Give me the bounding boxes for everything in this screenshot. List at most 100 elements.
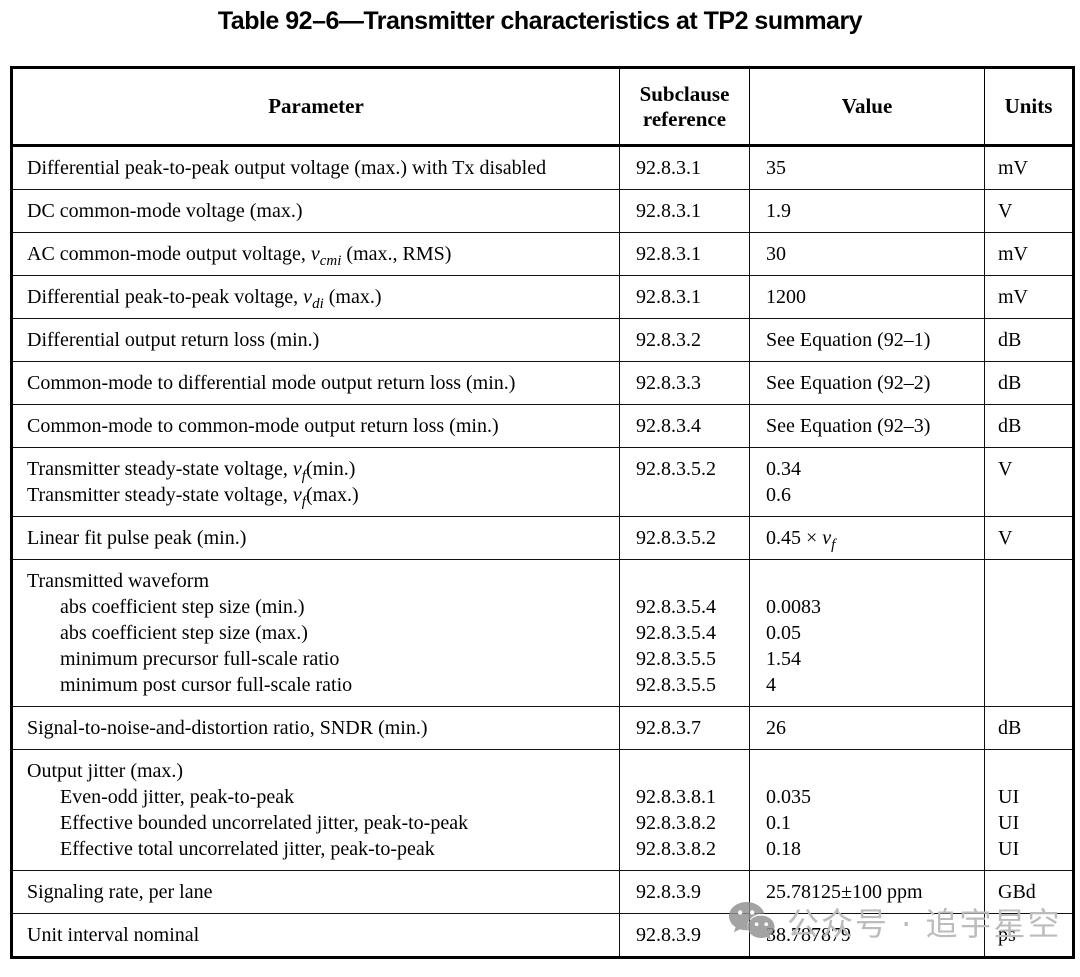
param-line: Common-mode to differential mode output …	[27, 372, 516, 394]
column-header-units: Units	[984, 67, 1074, 147]
table-row: AC common-mode output voltage, vcmi (max…	[11, 232, 1074, 276]
ref-cell: 92.8.3.1	[619, 145, 750, 190]
ref-line: 92.8.3.3	[636, 372, 701, 394]
param-line: Transmitter steady-state voltage, vf(max…	[27, 484, 359, 510]
value-line	[766, 758, 970, 784]
value-cell: 1200	[749, 275, 985, 319]
value-line: 25.78125±100 ppm	[766, 881, 923, 903]
units-cell: V	[984, 447, 1074, 517]
column-header-subclause-reference: Subclause reference	[619, 67, 750, 147]
ref-line: 92.8.3.8.1	[636, 786, 716, 808]
ref-cell: 92.8.3.5.2	[619, 516, 750, 560]
param-line: Effective total uncorrelated jitter, pea…	[60, 838, 435, 860]
param-line: Unit interval nominal	[27, 924, 200, 946]
param-line: Signaling rate, per lane	[27, 881, 213, 903]
value-cell: 1.9	[749, 189, 985, 233]
param-cell: Transmitter steady-state voltage, vf(min…	[11, 447, 620, 517]
table-row: Differential output return loss (min.) 92…	[11, 318, 1074, 362]
table-row: Linear fit pulse peak (min.) 92.8.3.5.2 0.…	[11, 516, 1074, 560]
transmitter-characteristics-table: Parameter Subclause reference Value Unit…	[10, 66, 1075, 959]
value-line: See Equation (92–1)	[766, 329, 931, 351]
units-line: ps	[998, 924, 1016, 946]
value-cell: 30	[749, 232, 985, 276]
units-cell: dB	[984, 318, 1074, 362]
ref-line: 92.8.3.5.2	[636, 458, 716, 480]
table-row: Common-mode to differential mode output …	[11, 361, 1074, 405]
param-line: Transmitter steady-state voltage, vf(min…	[27, 458, 356, 484]
ref-cell: 92.8.3.4	[619, 404, 750, 448]
units-cell: UI UI UI	[984, 749, 1074, 871]
value-line: See Equation (92–3)	[766, 415, 931, 437]
ref-cell: 92.8.3.5.4 92.8.3.5.4 92.8.3.5.5 92.8.3.5.5	[619, 559, 750, 707]
param-cell: DC common-mode voltage (max.)	[11, 189, 620, 233]
value-line: 0.1	[766, 812, 791, 834]
value-line: 1200	[766, 286, 806, 308]
value-line: 0.45 × vf	[766, 527, 836, 553]
value-line: 26	[766, 717, 786, 739]
value-line: 4	[766, 674, 776, 696]
units-line	[998, 758, 1058, 784]
param-line: Linear fit pulse peak (min.)	[27, 527, 247, 549]
units-cell: dB	[984, 361, 1074, 405]
table-body: Differential peak-to-peak output voltage…	[11, 145, 1074, 958]
param-cell: Signal-to-noise-and-distortion ratio, SN…	[11, 706, 620, 750]
table-row: Signal-to-noise-and-distortion ratio, SN…	[11, 706, 1074, 750]
units-line: UI	[998, 812, 1020, 834]
param-cell: Common-mode to differential mode output …	[11, 361, 620, 405]
units-line: mV	[998, 243, 1028, 265]
ref-line	[636, 482, 735, 508]
value-cell: 0.035 0.1 0.18	[749, 749, 985, 871]
units-line	[998, 646, 1058, 672]
page-title: Table 92–6—Transmitter characteristics a…	[217, 7, 863, 35]
param-line: Signal-to-noise-and-distortion ratio, SN…	[27, 717, 428, 739]
ref-line: 92.8.3.1	[636, 200, 701, 222]
param-line: Effective bounded uncorrelated jitter, p…	[60, 812, 469, 834]
param-cell: Output jitter (max.) Even-odd jitter, pea…	[11, 749, 620, 871]
value-line: See Equation (92–2)	[766, 372, 931, 394]
value-cell: 25.78125±100 ppm	[749, 870, 985, 914]
param-line: Differential peak-to-peak voltage, vdi (…	[27, 286, 382, 312]
ref-cell: 92.8.3.5.2	[619, 447, 750, 517]
param-cell: Unit interval nominal	[11, 913, 620, 958]
value-cell: See Equation (92–3)	[749, 404, 985, 448]
param-line: Transmitted waveform	[27, 570, 210, 592]
value-line: 38.787879	[766, 924, 851, 946]
table-row: Output jitter (max.) Even-odd jitter, pea…	[11, 749, 1074, 871]
ref-line: 92.8.3.5.4	[636, 622, 716, 644]
units-line: UI	[998, 838, 1020, 860]
value-cell: 0.45 × vf	[749, 516, 985, 560]
table-row: Signaling rate, per lane 92.8.3.9 25.78125…	[11, 870, 1074, 914]
ref-cell: 92.8.3.1	[619, 232, 750, 276]
param-line: Output jitter (max.)	[27, 760, 184, 782]
ref-line: 92.8.3.8.2	[636, 812, 716, 834]
value-cell: 0.0083 0.05 1.54 4	[749, 559, 985, 707]
ref-line: 92.8.3.1	[636, 157, 701, 179]
ref-line: 92.8.3.9	[636, 881, 701, 903]
param-line: abs coefficient step size (max.)	[60, 622, 308, 644]
units-line: mV	[998, 286, 1028, 308]
value-line: 1.9	[766, 200, 791, 222]
table-row: Differential peak-to-peak voltage, vdi (…	[11, 275, 1074, 319]
units-line: dB	[998, 329, 1022, 351]
column-header-parameter: Parameter	[11, 67, 620, 147]
value-cell: 35	[749, 145, 985, 190]
param-line: Common-mode to common-mode output return…	[27, 415, 499, 437]
ref-cell: 92.8.3.2	[619, 318, 750, 362]
table-row: Common-mode to common-mode output return…	[11, 404, 1074, 448]
table-row: Transmitted waveform abs coefficient step…	[11, 559, 1074, 707]
value-line: 0.34	[766, 458, 801, 480]
ref-cell: 92.8.3.9	[619, 870, 750, 914]
value-cell: 38.787879	[749, 913, 985, 958]
ref-line: 92.8.3.8.2	[636, 838, 716, 860]
value-cell: See Equation (92–1)	[749, 318, 985, 362]
units-line: dB	[998, 415, 1022, 437]
ref-line	[636, 758, 735, 784]
units-line	[998, 672, 1058, 698]
param-line: Differential peak-to-peak output voltage…	[27, 157, 547, 179]
table-row: DC common-mode voltage (max.) 92.8.3.1 1.9…	[11, 189, 1074, 233]
units-line	[998, 620, 1058, 646]
units-cell: dB	[984, 404, 1074, 448]
units-cell	[984, 559, 1074, 707]
column-header-value: Value	[749, 67, 985, 147]
units-cell: mV	[984, 232, 1074, 276]
